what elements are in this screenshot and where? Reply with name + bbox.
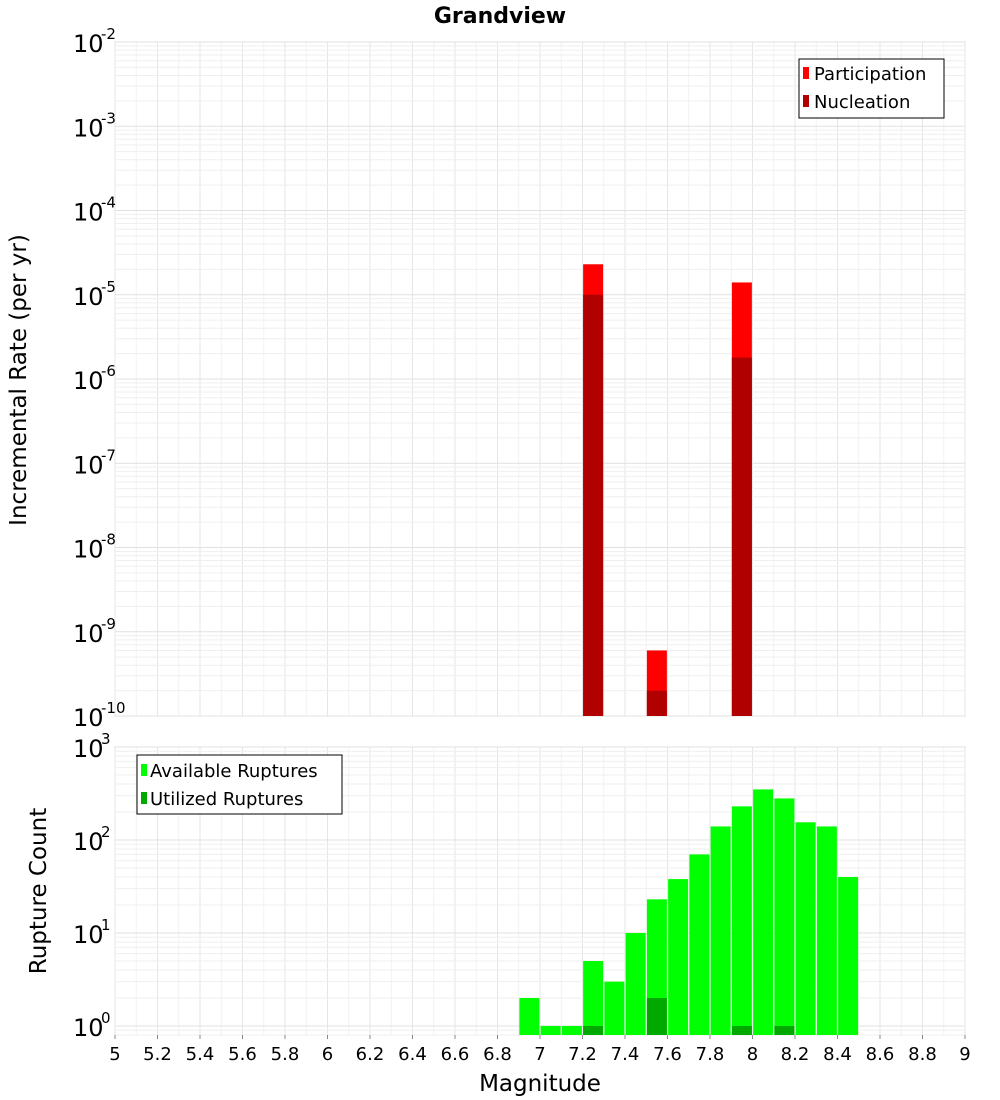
available-ruptures-bar — [625, 932, 646, 1035]
nucleation-bar — [646, 690, 667, 716]
magnitude-x-ticks: 5 5.2 5.4 5.6 5.8 6 6.2 6.4 6.6 6.8 7 7.2 7.4 7.6 7.8 8… — [109, 1035, 971, 1065]
rate-legend: Participation Nucleation — [798, 58, 945, 119]
available-ruptures-bar — [795, 822, 816, 1035]
rate-y-axis-label: Incremental Rate (per yr) — [6, 234, 32, 526]
utilized-ruptures-bar — [774, 1025, 795, 1035]
nucleation-legend-swatch — [803, 95, 809, 107]
utilized-ruptures-bar — [731, 1025, 752, 1035]
rate-grid — [114, 41, 966, 717]
x-tick-label: 8 — [747, 1044, 758, 1065]
participation-legend-swatch — [803, 67, 809, 79]
nucleation-bar — [583, 294, 604, 716]
count-bars — [519, 789, 859, 1035]
available-ruptures-bar — [519, 997, 540, 1035]
available-ruptures-bar — [689, 854, 710, 1035]
y-tick-label: 10 — [73, 704, 104, 732]
rate-bars — [583, 264, 752, 716]
magnitude-x-axis-label: Magnitude — [479, 1071, 601, 1097]
chart-title: Grandview — [434, 4, 566, 29]
x-tick-label: 6 — [322, 1044, 333, 1065]
y-tick-label: 10 — [73, 114, 104, 142]
y-tick-exponent: 1 — [101, 916, 111, 934]
available-ruptures-bar — [668, 879, 689, 1035]
x-tick-label: 6.2 — [356, 1044, 385, 1065]
utilized-legend-label: Utilized Ruptures — [150, 789, 303, 810]
y-tick-exponent: -6 — [101, 362, 116, 380]
utilized-ruptures-bar — [646, 997, 667, 1035]
nucleation-legend-label: Nucleation — [814, 92, 910, 113]
y-tick-exponent: -3 — [101, 109, 116, 127]
x-tick-label: 8.8 — [908, 1044, 937, 1065]
x-tick-label: 5.4 — [186, 1044, 215, 1065]
y-tick-exponent: -2 — [101, 25, 116, 43]
participation-legend-label: Participation — [814, 64, 926, 85]
y-tick-exponent: -5 — [101, 278, 116, 296]
available-ruptures-bar — [753, 789, 774, 1035]
count-y-axis-label: Rupture Count — [26, 808, 52, 974]
y-tick-label: 10 — [73, 30, 104, 58]
x-tick-label: 6.4 — [398, 1044, 427, 1065]
y-tick-exponent: -9 — [101, 615, 116, 633]
x-tick-label: 8.6 — [866, 1044, 895, 1065]
available-ruptures-bar — [540, 1025, 561, 1035]
available-legend-swatch — [141, 764, 147, 776]
count-legend-box — [136, 754, 343, 815]
available-ruptures-bar — [710, 826, 731, 1035]
y-tick-label: 10 — [73, 1014, 104, 1042]
rate-legend-box — [798, 58, 945, 119]
available-ruptures-bar — [816, 826, 837, 1035]
x-tick-label: 6.8 — [483, 1044, 512, 1065]
utilized-legend-swatch — [141, 792, 147, 804]
x-tick-label: 7.8 — [696, 1044, 725, 1065]
y-tick-label: 10 — [73, 536, 104, 564]
available-ruptures-bar — [731, 806, 752, 1035]
y-tick-exponent: 0 — [101, 1009, 111, 1027]
x-tick-label: 7 — [534, 1044, 545, 1065]
y-tick-exponent: -10 — [101, 699, 126, 717]
available-ruptures-bar — [561, 1025, 582, 1035]
y-tick-label: 10 — [73, 283, 104, 311]
x-tick-label: 9 — [959, 1044, 970, 1065]
y-tick-exponent: 2 — [101, 823, 111, 841]
y-tick-label: 10 — [73, 921, 104, 949]
y-tick-label: 10 — [73, 735, 104, 763]
y-tick-exponent: -7 — [101, 446, 116, 464]
available-ruptures-bar — [838, 877, 859, 1035]
x-tick-label: 5.8 — [271, 1044, 300, 1065]
y-tick-label: 10 — [73, 451, 104, 479]
rate-panel: 10-210-310-410-510-610-710-810-910-10 In… — [6, 25, 966, 732]
utilized-ruptures-bar — [583, 1025, 604, 1035]
available-ruptures-bar — [583, 960, 604, 1035]
x-tick-label: 8.2 — [781, 1044, 810, 1065]
y-tick-exponent: -4 — [101, 194, 116, 212]
x-tick-label: 6.6 — [441, 1044, 470, 1065]
x-tick-label: 5 — [109, 1044, 120, 1065]
x-tick-label: 7.2 — [568, 1044, 597, 1065]
rate-y-ticks: 10-210-310-410-510-610-710-810-910-10 — [73, 25, 126, 732]
y-tick-label: 10 — [73, 199, 104, 227]
x-tick-label: 7.4 — [611, 1044, 640, 1065]
available-legend-label: Available Ruptures — [150, 761, 318, 782]
y-tick-label: 10 — [73, 828, 104, 856]
x-tick-label: 7.6 — [653, 1044, 682, 1065]
available-ruptures-bar — [604, 981, 625, 1035]
y-tick-exponent: 3 — [101, 730, 111, 748]
y-tick-label: 10 — [73, 620, 104, 648]
x-tick-label: 5.2 — [143, 1044, 172, 1065]
y-tick-label: 10 — [73, 367, 104, 395]
count-legend: Available Ruptures Utilized Ruptures — [136, 754, 343, 815]
available-ruptures-bar — [774, 798, 795, 1035]
y-tick-exponent: -8 — [101, 531, 116, 549]
x-tick-label: 5.6 — [228, 1044, 257, 1065]
nucleation-bar — [731, 357, 752, 716]
x-tick-label: 8.4 — [823, 1044, 852, 1065]
